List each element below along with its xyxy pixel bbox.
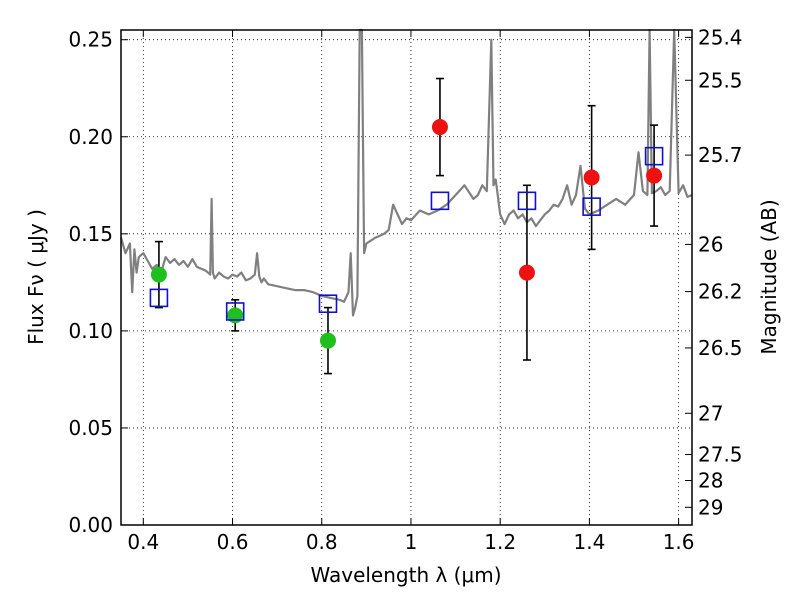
model-box bbox=[582, 197, 601, 216]
x-tick-label: 0.4 bbox=[127, 530, 159, 554]
y-tick-label: 0.20 bbox=[68, 125, 113, 149]
y-tick-label: 0.05 bbox=[68, 416, 113, 440]
green-data-point bbox=[227, 307, 244, 324]
y-tick-labels: 0.00 0.05 0.10 0.15 0.20 0.25 bbox=[68, 28, 113, 537]
x-tick-labels: 0.4 0.6 0.8 1 1.2 1.4 1.6 bbox=[127, 530, 694, 554]
model-box bbox=[225, 302, 245, 321]
x-tick-label: 1.2 bbox=[484, 530, 516, 554]
y-tick-label: 0.10 bbox=[68, 319, 113, 343]
y2-tick-label: 26.2 bbox=[698, 280, 743, 304]
model-box bbox=[149, 288, 169, 308]
x-tick-label: 1.4 bbox=[573, 530, 605, 554]
y2-tick-label: 25.7 bbox=[698, 143, 743, 167]
y2-axis-label: Magnitude (AB) bbox=[757, 199, 781, 354]
plot-frame bbox=[120, 29, 693, 526]
x-tick-label: 0.6 bbox=[217, 530, 249, 554]
y2-tick-label: 26.5 bbox=[698, 336, 743, 360]
model-spectrum-line bbox=[119, 28, 693, 317]
y-tick-label: 0.15 bbox=[68, 222, 113, 246]
y-tick-label: 0.00 bbox=[68, 513, 113, 537]
model-spectrum-layer bbox=[119, 28, 693, 317]
y2-tick-label: 29 bbox=[698, 495, 723, 519]
model-box bbox=[517, 191, 537, 211]
x-axis-label: Wavelength λ (μm) bbox=[310, 563, 501, 587]
y-tick-label: 0.25 bbox=[68, 28, 113, 52]
y2-tick-label: 27.5 bbox=[698, 443, 743, 467]
red-data-point bbox=[583, 169, 600, 186]
y2-tick-label: 28 bbox=[698, 469, 723, 493]
green-data-point bbox=[150, 266, 167, 283]
red-data-point bbox=[431, 119, 448, 136]
x-tick-label: 1 bbox=[405, 530, 418, 554]
y-axis-label: Flux Fν ( μJy ) bbox=[24, 209, 48, 345]
model-box bbox=[318, 294, 338, 314]
y2-tick-label: 27 bbox=[698, 401, 723, 425]
y2-tick-label: 25.4 bbox=[698, 25, 743, 49]
y2-tick-label: 25.5 bbox=[698, 68, 743, 92]
grid-lines bbox=[121, 30, 692, 526]
x-tick-label: 0.8 bbox=[306, 530, 338, 554]
data-points bbox=[150, 119, 663, 349]
axis-ticks bbox=[121, 30, 692, 526]
red-data-point bbox=[518, 264, 535, 281]
y2-tick-label: 26 bbox=[698, 232, 723, 256]
model-box bbox=[430, 191, 450, 211]
plot-background bbox=[121, 30, 692, 525]
red-data-point bbox=[646, 167, 663, 184]
model-box bbox=[644, 146, 664, 166]
model-boxes bbox=[149, 146, 664, 321]
green-data-point bbox=[319, 332, 336, 349]
x-tick-label: 1.6 bbox=[663, 530, 695, 554]
